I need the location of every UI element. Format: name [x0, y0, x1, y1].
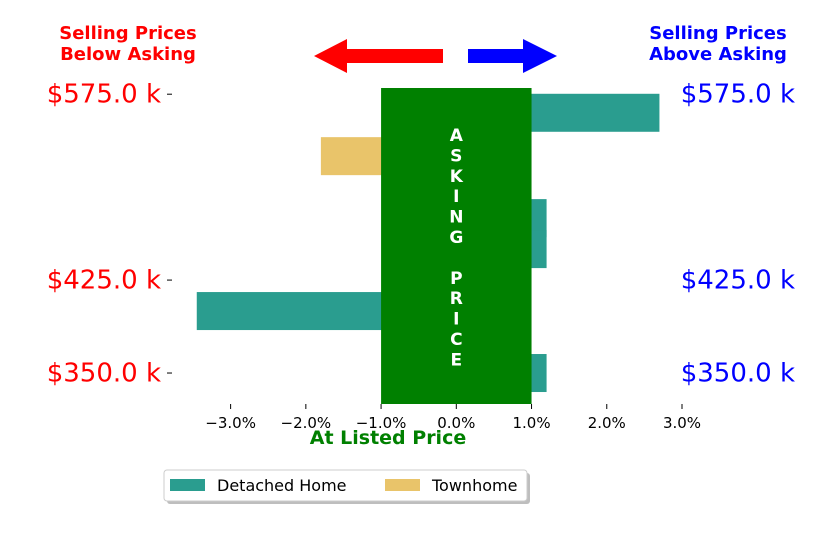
- x-tick-label: −3.0%: [205, 414, 256, 432]
- band-letter: E: [450, 350, 462, 370]
- x-tick-label: 0.0%: [437, 414, 475, 432]
- x-axis: −3.0% −2.0% −1.0% 0.0% 1.0% 2.0% 3.0% At Listed…: [205, 404, 701, 449]
- y-tick-label-right: $425.0 k: [681, 266, 795, 296]
- band-letter: A: [450, 126, 464, 146]
- y-axis: $350.0 k $350.0 k $425.0 k $425.0 k $575.0 k…: [47, 80, 795, 389]
- band-letter: N: [449, 208, 463, 228]
- legend-label: Detached Home: [217, 476, 347, 495]
- legend: Detached Home Townhome: [163, 469, 530, 504]
- band-letter: R: [450, 289, 463, 309]
- x-tick-label: −2.0%: [281, 414, 332, 432]
- legend-swatch: [170, 479, 205, 491]
- header-right-line: Above Asking: [649, 44, 787, 65]
- asking-price-band-rect: [381, 88, 532, 404]
- right-arrow-icon: [468, 39, 557, 73]
- y-tick-label-right: $575.0 k: [681, 80, 795, 110]
- header-left-line: Selling Prices: [59, 23, 196, 44]
- band-letter: I: [453, 310, 459, 330]
- x-axis-label: At Listed Price: [310, 427, 466, 449]
- left-arrow-icon: [314, 39, 443, 73]
- x-tick-label: 1.0%: [512, 414, 550, 432]
- y-tick-label-left: $575.0 k: [47, 80, 161, 110]
- legend-box: [163, 469, 528, 502]
- header-left-line: Below Asking: [60, 44, 196, 65]
- x-tick-label: −1.0%: [356, 414, 407, 432]
- band-letter: S: [450, 146, 462, 166]
- legend-swatch: [385, 479, 420, 491]
- arrows: [314, 39, 557, 73]
- band-letter: K: [450, 167, 464, 187]
- y-tick-label-left: $425.0 k: [47, 266, 161, 296]
- band-letter: P: [450, 269, 462, 289]
- header-right-line: Selling Prices: [649, 23, 786, 44]
- x-tick-label: 3.0%: [663, 414, 701, 432]
- y-tick-label-left: $350.0 k: [47, 359, 161, 389]
- band-letter: C: [450, 330, 462, 350]
- band-letter: G: [449, 228, 463, 248]
- band-letter: I: [453, 187, 459, 207]
- y-tick-label-right: $350.0 k: [681, 359, 795, 389]
- legend-label: Townhome: [431, 476, 517, 495]
- x-tick-label: 2.0%: [588, 414, 626, 432]
